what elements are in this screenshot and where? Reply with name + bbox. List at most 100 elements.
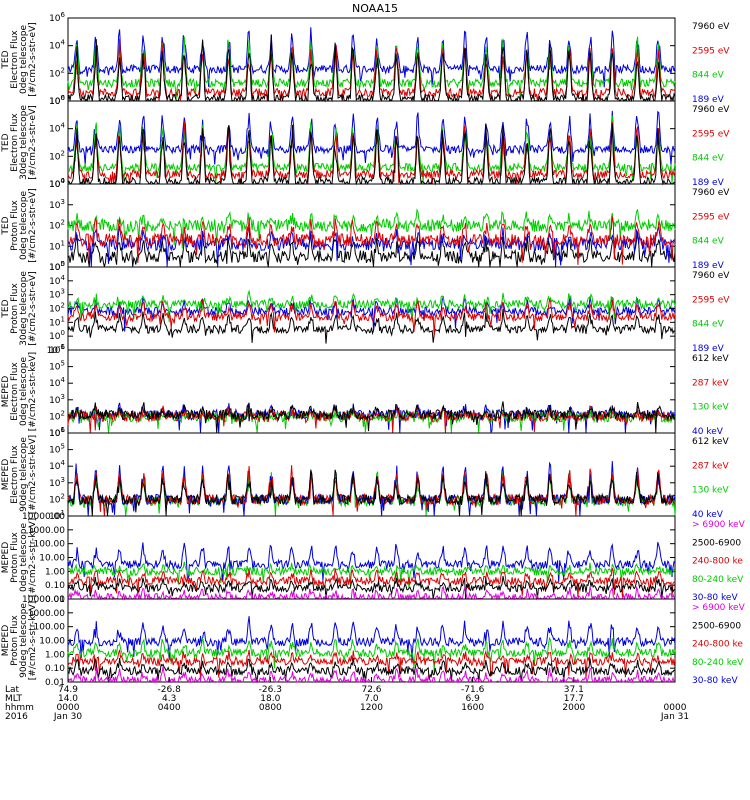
y-tick-label: 105 bbox=[49, 260, 65, 273]
series-line-844-ev bbox=[67, 208, 676, 249]
y-axis-label: Proton Flux bbox=[10, 283, 20, 334]
series-line-80-240-kev bbox=[67, 636, 676, 673]
x-tick-label: 72.6 bbox=[361, 685, 381, 695]
series-line-80-240-kev bbox=[67, 561, 676, 588]
legend-entry: 844 eV bbox=[692, 71, 725, 81]
series-line-287-kev bbox=[67, 465, 676, 516]
y-axis-label: 30deg telescope bbox=[19, 105, 29, 180]
x-tick-label: 1600 bbox=[461, 703, 484, 713]
y-tick-label: 102 bbox=[49, 149, 65, 162]
y-tick-label: 0.10 bbox=[45, 664, 65, 674]
y-axis-label: Proton Flux bbox=[10, 200, 20, 251]
legend-entry: 287 keV bbox=[692, 461, 729, 471]
series-line-7960-ev bbox=[67, 308, 676, 344]
y-tick-label: 104 bbox=[49, 122, 65, 135]
series-line-2500-6900 bbox=[67, 658, 676, 682]
legend-entry: 2595 eV bbox=[692, 46, 730, 56]
legend-entry: 130 keV bbox=[692, 486, 729, 496]
legend-entry: 612 keV bbox=[692, 437, 729, 447]
series-line-30-80-kev bbox=[67, 542, 676, 583]
y-tick-label: 1000.00 bbox=[28, 609, 65, 619]
series-line-130-kev bbox=[67, 469, 676, 516]
series-line-612-kev bbox=[67, 469, 675, 516]
series-line-7960-ev bbox=[67, 34, 676, 103]
y-tick-label: 10000.00 bbox=[22, 512, 65, 522]
y-tick-label: 104 bbox=[49, 274, 65, 287]
legend-entry: 130 keV bbox=[692, 403, 729, 413]
x-tick-label: 18.0 bbox=[260, 694, 280, 704]
y-axis-label: TED bbox=[1, 50, 11, 69]
y-axis-label: Electron Flux bbox=[10, 113, 20, 172]
y-axis-label: [#/cm2-s-str-keV] bbox=[28, 352, 38, 431]
legend-entry: 30-80 keV bbox=[692, 676, 738, 686]
x-tick-label: 4.3 bbox=[162, 694, 176, 704]
y-axis-label: Proton Flux bbox=[10, 532, 20, 583]
series-line-2595-ev bbox=[67, 216, 676, 265]
y-axis-label: TED bbox=[1, 133, 11, 152]
x-tick-label: 17.7 bbox=[564, 694, 584, 704]
legend-entry: 844 eV bbox=[692, 320, 725, 330]
legend-entry: 844 eV bbox=[692, 154, 725, 164]
y-tick-label: 106 bbox=[49, 11, 65, 24]
x-tick-label: -26.3 bbox=[259, 685, 282, 695]
legend-entry: 30-80 keV bbox=[692, 593, 738, 603]
series-line-2595-ev bbox=[67, 297, 676, 337]
x-tick-label: 14.0 bbox=[58, 694, 78, 704]
series-line-287-kev bbox=[67, 405, 676, 433]
y-tick-label: 103 bbox=[49, 476, 65, 489]
legend-entry: 2595 eV bbox=[692, 212, 730, 222]
x-tick-label: 0800 bbox=[259, 703, 282, 713]
legend-entry: 240-800 ke bbox=[692, 640, 743, 650]
y-axis-label: TED bbox=[1, 216, 11, 235]
x-tick-label: Jan 31 bbox=[660, 712, 689, 722]
legend-entry: 844 eV bbox=[692, 237, 725, 247]
x-tick-label: 37.1 bbox=[564, 685, 584, 695]
y-tick-label: 103 bbox=[49, 198, 65, 211]
series-line-612-kev bbox=[67, 401, 676, 433]
y-tick-label: 101 bbox=[49, 315, 65, 328]
series-line-189-ev bbox=[67, 27, 676, 88]
y-axis-label: [#/cm2-s-str-keV] bbox=[28, 518, 38, 597]
x-tick-label: 0000 bbox=[664, 703, 687, 713]
legend-entry: 7960 eV bbox=[692, 105, 730, 115]
x-tick-label: 74.9 bbox=[58, 685, 78, 695]
x-tick-label: 7.0 bbox=[364, 694, 379, 704]
legend-entry: 2500-6900 bbox=[692, 621, 741, 631]
y-tick-label: 104 bbox=[49, 459, 65, 472]
y-axis-label: 90deg telescope bbox=[19, 437, 29, 512]
y-tick-label: 102 bbox=[49, 302, 65, 315]
legend-entry: 287 keV bbox=[692, 378, 729, 388]
x-tick-label: -71.6 bbox=[461, 685, 485, 695]
y-tick-label: 100.00 bbox=[34, 540, 66, 550]
y-tick-label: 106 bbox=[49, 94, 65, 107]
series-line-2595-ev bbox=[67, 120, 676, 184]
legend-entry: 7960 eV bbox=[692, 271, 730, 281]
x-tick-label: 0000 bbox=[57, 703, 80, 713]
series-line-7960-ev bbox=[67, 123, 675, 186]
x-row-label: MLT bbox=[5, 694, 23, 704]
y-tick-label: 0.01 bbox=[45, 678, 65, 688]
legend-entry: 189 eV bbox=[692, 261, 725, 271]
y-axis-label: 0deg telescope bbox=[19, 523, 29, 593]
x-row-label: hhmm bbox=[5, 703, 34, 713]
y-tick-label: 102 bbox=[49, 219, 65, 232]
x-tick-label: -26.8 bbox=[158, 685, 182, 695]
y-tick-label: 103 bbox=[49, 288, 65, 301]
y-tick-label: 10000.00 bbox=[22, 595, 65, 605]
y-tick-label: 10.00 bbox=[39, 637, 65, 647]
y-axis-label: Electron Flux bbox=[10, 30, 20, 89]
series-line-240-800-ke bbox=[67, 649, 676, 679]
y-axis-label: Electron Flux bbox=[10, 362, 20, 421]
x-row-label: 2016 bbox=[5, 712, 28, 722]
legend-entry: 40 keV bbox=[692, 510, 724, 520]
legend-entry: 7960 eV bbox=[692, 188, 730, 198]
y-tick-label: 100.00 bbox=[34, 623, 66, 633]
series-line-844-ev bbox=[67, 115, 676, 184]
y-axis-label: 0deg telescope bbox=[19, 25, 29, 95]
series-line-844-ev bbox=[67, 289, 676, 323]
y-tick-label: 105 bbox=[49, 360, 65, 373]
